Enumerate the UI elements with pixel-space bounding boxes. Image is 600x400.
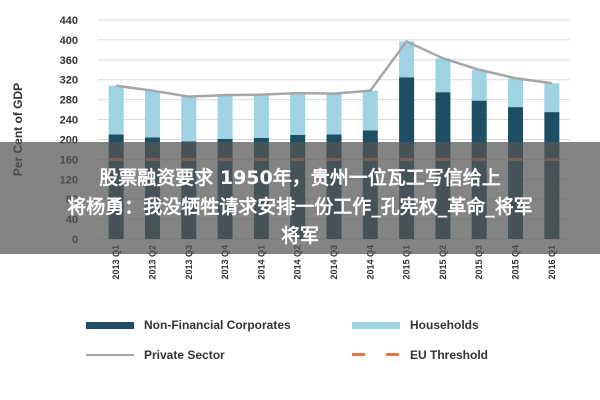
x-axis-ticks: 2013 Q1 2013 Q2 2013 Q3 2013 Q4 2014 Q1 2014 … bbox=[111, 245, 557, 280]
legend-swatch bbox=[86, 354, 134, 356]
legend-label: Non-Financial Corporates bbox=[144, 318, 291, 332]
bar-households bbox=[217, 95, 233, 139]
bar-households bbox=[544, 83, 560, 113]
x-tick-label: 2015 Q2 bbox=[438, 245, 448, 280]
y-tick-label: 440 bbox=[60, 15, 78, 27]
legend-label: Private Sector bbox=[144, 348, 225, 362]
x-tick-label: 2015 Q4 bbox=[511, 245, 521, 280]
bar-households bbox=[290, 93, 306, 135]
caption-line-3: 将军 bbox=[280, 225, 319, 247]
x-tick-label: 2013 Q2 bbox=[147, 245, 157, 280]
legend-item-private-sector: Private Sector bbox=[86, 348, 225, 362]
y-tick-label: 400 bbox=[60, 35, 78, 47]
x-tick-label: 2014 Q4 bbox=[365, 245, 375, 280]
x-tick-label: 2014 Q2 bbox=[293, 245, 303, 280]
x-tick-label: 2014 Q3 bbox=[329, 245, 339, 280]
legend-swatch bbox=[352, 350, 400, 360]
legend-swatch bbox=[86, 321, 134, 329]
legend-swatch bbox=[352, 321, 400, 329]
legend-item-households: Households bbox=[352, 318, 479, 332]
legend: Non-Financial Corporates Households Priv… bbox=[0, 308, 600, 378]
private-sector-line bbox=[115, 39, 553, 98]
y-tick-label: 320 bbox=[60, 75, 78, 87]
legend-item-non-financial-corporates: Non-Financial Corporates bbox=[86, 318, 291, 332]
bar-households bbox=[471, 69, 487, 101]
bar-households bbox=[399, 41, 415, 78]
bar-households bbox=[253, 94, 269, 138]
x-tick-label: 2014 Q1 bbox=[256, 245, 266, 280]
x-tick-label: 2013 Q4 bbox=[220, 245, 230, 280]
caption-line-2: 将杨勇：我没牺牲请求安排一份工作_孔宪权_革命_将军 bbox=[67, 196, 533, 218]
x-tick-label: 2015 Q1 bbox=[402, 245, 412, 280]
caption-line-1: 股票融资要求 1950年，贵州一位瓦工写信给上 bbox=[99, 167, 501, 189]
private-sector-polyline bbox=[115, 39, 553, 98]
y-tick-label: 360 bbox=[60, 55, 78, 67]
bar-households bbox=[144, 90, 160, 138]
y-tick-label: 240 bbox=[60, 115, 78, 127]
bar-households bbox=[508, 78, 524, 108]
caption-text: 股票融资要求 1950年，贵州一位瓦工写信给上 将杨勇：我没牺牲请求安排一份工作… bbox=[0, 164, 600, 251]
legend-label: EU Threshold bbox=[410, 348, 489, 362]
x-tick-label: 2015 Q3 bbox=[474, 245, 484, 280]
bar-households bbox=[181, 96, 197, 142]
bar-households bbox=[326, 93, 342, 135]
bar-households bbox=[435, 58, 451, 93]
x-tick-label: 2016 Q1 bbox=[547, 245, 557, 280]
x-tick-label: 2013 Q1 bbox=[111, 245, 121, 280]
legend-label: Households bbox=[410, 318, 479, 332]
x-tick-label: 2013 Q3 bbox=[184, 245, 194, 280]
bar-households bbox=[362, 90, 378, 131]
caption-overlay bbox=[0, 142, 600, 254]
legend-item-eu-threshold: EU Threshold bbox=[352, 348, 488, 362]
y-tick-label: 280 bbox=[60, 95, 78, 107]
bar-households bbox=[108, 85, 124, 135]
